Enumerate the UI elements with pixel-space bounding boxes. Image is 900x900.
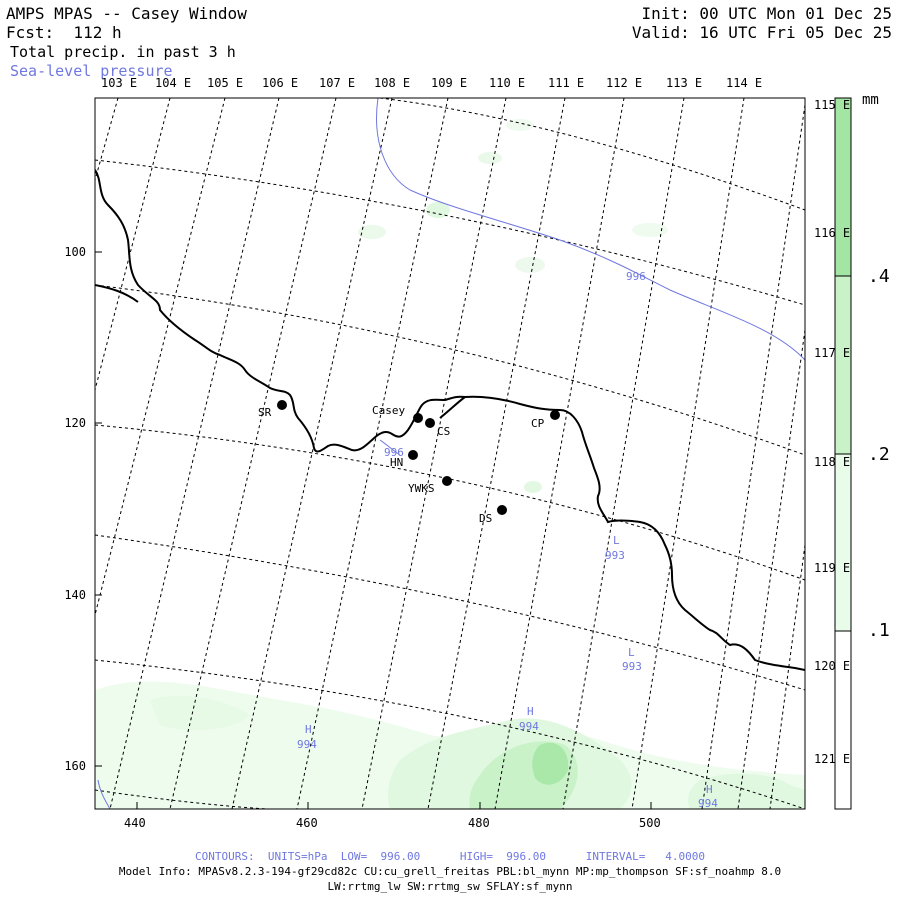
- high-value: 994: [698, 797, 718, 810]
- model-info: Model Info: MPASv8.2.3-194-gf29cd82c CU:…: [118, 865, 782, 878]
- x-tick-label: 500: [639, 816, 661, 830]
- lon-label-top: 111 E: [548, 76, 585, 90]
- map-frame: [94, 97, 806, 810]
- axis-ticks: [95, 251, 652, 809]
- x-tick-label: 440: [124, 816, 146, 830]
- meridian-grid: [95, 98, 805, 809]
- field-name: Total precip. in past 3 h: [10, 43, 236, 61]
- lon-label-right: 120 E: [814, 659, 851, 673]
- colorbar-unit: mm: [862, 92, 879, 108]
- map-title: AMPS MPAS -- Casey Window: [6, 4, 247, 23]
- lon-label-right: 119 E: [814, 561, 851, 575]
- high-marker: H: [305, 723, 312, 736]
- y-tick-label: 160: [64, 759, 86, 773]
- low-marker: L: [613, 534, 620, 547]
- station-marker-cs: [425, 418, 435, 428]
- station-label: HN: [390, 456, 403, 469]
- station-marker-ywks: [442, 476, 452, 486]
- station-label: SR: [258, 406, 272, 419]
- contour-label: 996: [384, 446, 404, 459]
- station-marker-cp: [550, 410, 560, 420]
- model-info-physics: LW:rrtmg_lw SW:rrtmg_sw SFLAY:sf_mynn: [327, 880, 573, 893]
- colorbar: [834, 97, 852, 810]
- lon-label-right: 117 E: [814, 346, 851, 360]
- parallel-grid: [95, 98, 805, 809]
- station-marker-sr: [277, 400, 287, 410]
- x-tick-label: 480: [468, 816, 490, 830]
- contour-info: CONTOURS: UNITS=hPa LOW= 996.00 HIGH= 99…: [195, 850, 705, 863]
- y-tick-label: 120: [64, 416, 86, 430]
- lon-label-top: 109 E: [431, 76, 468, 90]
- lon-label-top: 107 E: [319, 76, 356, 90]
- station-label: YWKS: [408, 482, 435, 495]
- lon-label-top: 113 E: [666, 76, 703, 90]
- lon-label-top: 104 E: [155, 76, 192, 90]
- lon-label-top: 110 E: [489, 76, 526, 90]
- init-time: Init: 00 UTC Mon 01 Dec 25: [641, 4, 892, 23]
- low-value: 993: [605, 549, 625, 562]
- lon-label-top: 114 E: [726, 76, 763, 90]
- overlay-name: Sea-level pressure: [10, 62, 173, 80]
- y-tick-label: 140: [64, 588, 86, 602]
- lon-label-right: 118 E: [814, 455, 851, 469]
- y-tick-label: 100: [64, 245, 86, 259]
- forecast-hour: Fcst: 112 h: [6, 23, 122, 42]
- colorbar-label: .2: [868, 444, 890, 465]
- station-marker-ds: [497, 505, 507, 515]
- station-label: Casey: [372, 404, 405, 417]
- precip-shading: [95, 119, 805, 809]
- high-marker: H: [706, 783, 713, 796]
- coastline: [95, 169, 805, 671]
- low-value: 993: [622, 660, 642, 673]
- station-marker-hn: [408, 450, 418, 460]
- lon-label-top: 108 E: [374, 76, 411, 90]
- pressure-contour-996: [97, 98, 805, 809]
- pressure-labels: 996 996 L 993 L 993 H 994 H 994 H 994: [297, 270, 718, 810]
- lon-label-top: 103 E: [101, 76, 138, 90]
- low-marker: L: [628, 646, 635, 659]
- stations: SR Casey CS HN CP YWKS DS: [258, 400, 560, 525]
- contour-label: 996: [626, 270, 646, 283]
- x-tick-label: 460: [296, 816, 318, 830]
- high-value: 994: [297, 738, 317, 751]
- station-marker-casey: [413, 413, 423, 423]
- lon-label-top: 105 E: [207, 76, 244, 90]
- high-marker: H: [527, 705, 534, 718]
- station-label: CP: [531, 417, 545, 430]
- lon-label-right: 116 E: [814, 226, 851, 240]
- colorbar-label: .4: [868, 266, 890, 287]
- lon-label-right: 115 E: [814, 98, 851, 112]
- lon-label-top: 106 E: [262, 76, 299, 90]
- lon-label-top: 112 E: [606, 76, 643, 90]
- high-value: 994: [519, 720, 539, 733]
- lon-label-right: 121 E: [814, 752, 851, 766]
- colorbar-label: .1: [868, 620, 890, 641]
- valid-time: Valid: 16 UTC Fri 05 Dec 25: [631, 23, 892, 42]
- station-label: CS: [437, 425, 450, 438]
- station-label: DS: [479, 512, 492, 525]
